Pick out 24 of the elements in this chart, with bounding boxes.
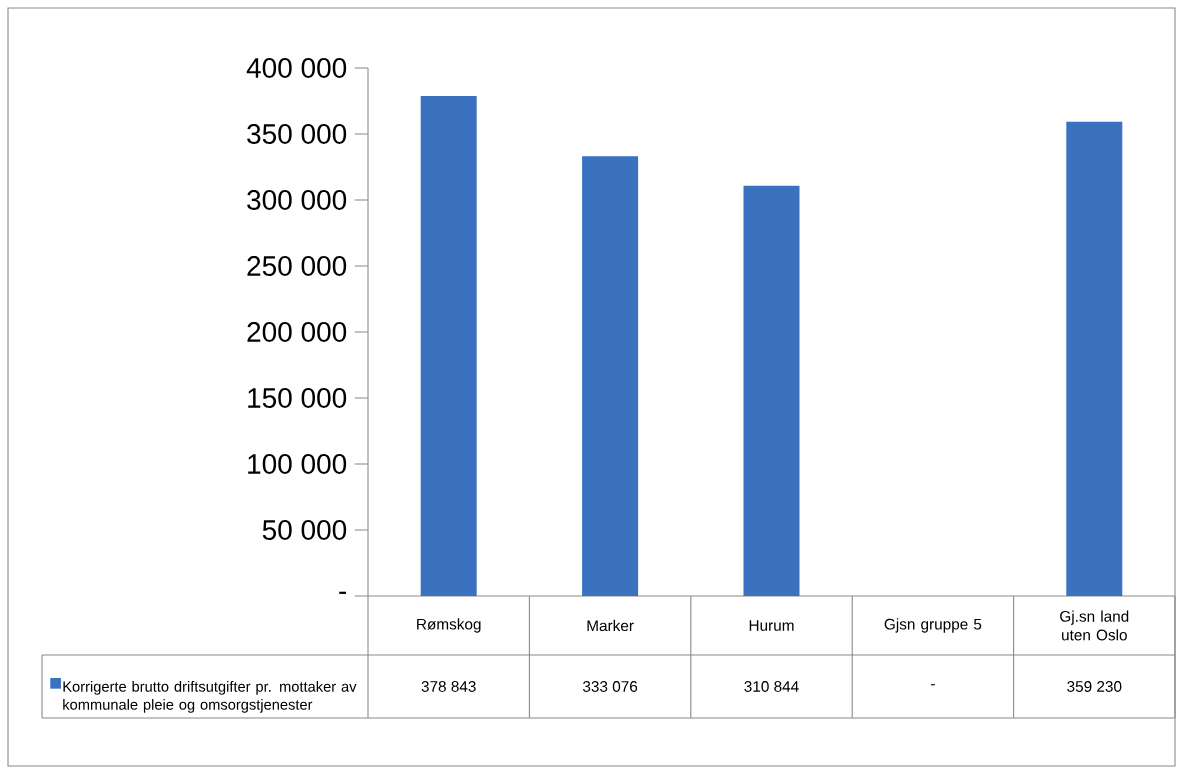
y-tick-label: 300 000	[247, 190, 347, 210]
y-tick-label: 100 000	[248, 454, 347, 474]
bar	[582, 156, 639, 596]
data-label: 333 076	[582, 681, 638, 692]
data-label: 359 230	[1067, 681, 1122, 692]
x-tick-label: Gj.sn land uten Oslo	[1060, 610, 1129, 641]
y-tick-label: 150 000	[248, 388, 347, 408]
bar	[420, 95, 477, 596]
bar	[1066, 121, 1123, 596]
bar	[743, 185, 800, 596]
y-tick-label: 200 000	[247, 322, 347, 342]
y-tick-label: 400 000	[246, 58, 347, 78]
x-tick-label: Marker	[587, 619, 634, 632]
text: -	[931, 684, 935, 686]
data-label: 378 843	[421, 681, 476, 692]
y-tick-label: -	[339, 591, 347, 594]
x-tick-label: Hurum	[749, 620, 794, 631]
data-label: 310 844	[744, 681, 799, 692]
y-tick-label: 250 000	[247, 256, 347, 276]
x-tick-label: Rømskog	[417, 618, 481, 633]
legend-label: Korrigerte brutto driftsutgifter pr. mottaker av kommunale pleie og omsorgstjenester	[63, 681, 357, 713]
y-tick-label: 350 000	[247, 124, 347, 144]
y-tick-label: 50 000	[262, 520, 347, 540]
x-tick-label: Gjsn gruppe 5	[884, 618, 982, 633]
